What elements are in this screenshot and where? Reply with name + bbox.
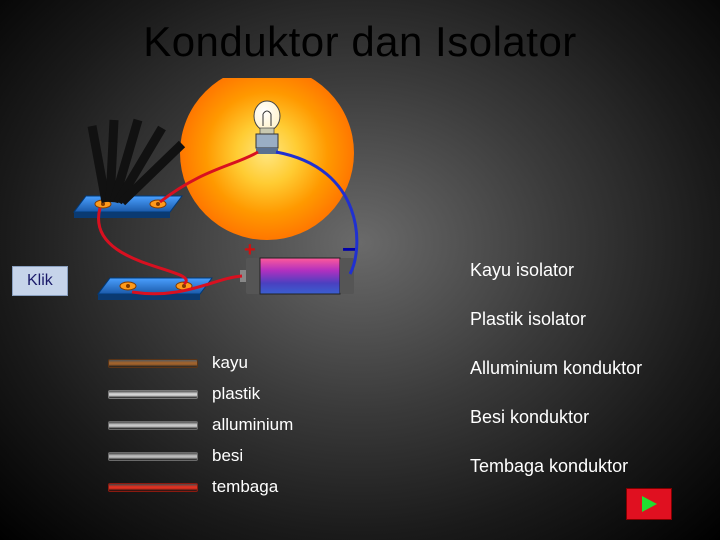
legend-swatch: [108, 390, 198, 399]
legend-label: besi: [212, 446, 243, 466]
legend-label: alluminium: [212, 415, 293, 435]
battery-icon: + −: [240, 234, 357, 294]
legend-swatch: [108, 452, 198, 461]
legend-item: plastik: [108, 383, 293, 405]
result-item: Tembaga konduktor: [470, 456, 642, 477]
legend-swatch: [108, 359, 198, 368]
next-button[interactable]: [626, 488, 672, 520]
play-icon: [638, 493, 660, 515]
legend-item: alluminium: [108, 414, 293, 436]
klik-button[interactable]: Klik: [12, 266, 68, 296]
legend-item: besi: [108, 445, 293, 467]
page-title: Konduktor dan Isolator: [0, 18, 720, 66]
legend-swatch: [108, 421, 198, 430]
svg-text:+: +: [244, 239, 256, 261]
test-rods: [92, 120, 182, 202]
circuit-diagram: + −: [64, 78, 404, 308]
legend-item: tembaga: [108, 476, 293, 498]
switch-plate: [74, 120, 182, 218]
legend-label: kayu: [212, 353, 248, 373]
legend-swatch: [108, 483, 198, 492]
result-item: Alluminium konduktor: [470, 358, 642, 379]
results-list: Kayu isolator Plastik isolator Alluminiu…: [470, 260, 642, 505]
result-item: Kayu isolator: [470, 260, 642, 281]
legend-label: tembaga: [212, 477, 278, 497]
legend-item: kayu: [108, 352, 293, 374]
result-item: Besi konduktor: [470, 407, 642, 428]
result-item: Plastik isolator: [470, 309, 642, 330]
material-legend: kayu plastik alluminium besi tembaga: [108, 352, 293, 507]
legend-label: plastik: [212, 384, 260, 404]
